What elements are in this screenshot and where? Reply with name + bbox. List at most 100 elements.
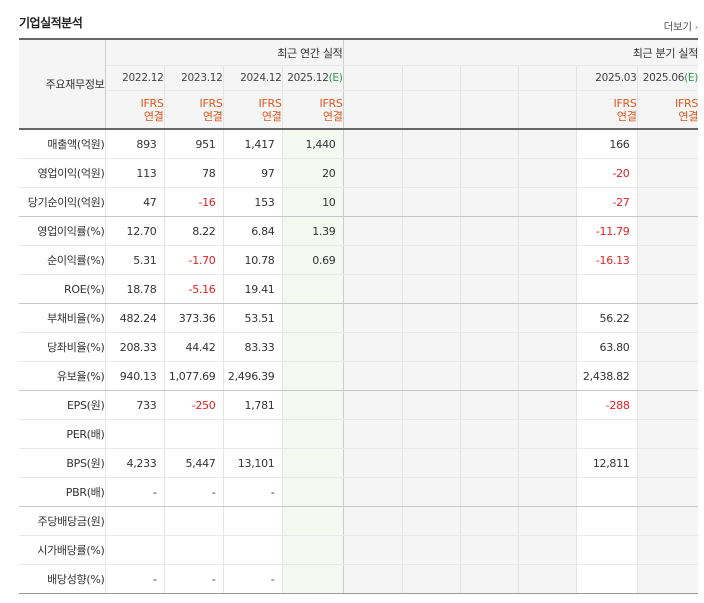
quarter-value [460,274,519,304]
quarter-value [576,564,638,594]
quarter-value: 56.22 [576,303,638,333]
accounting-standard: IFRS 연결 [164,90,224,130]
quarter-value [460,361,519,391]
acct-line1: IFRS [199,96,223,110]
quarter-value [637,477,699,507]
annual-value: 10.78 [223,245,283,275]
annual-value [223,506,283,536]
annual-value: - [164,564,224,594]
quarter-value: -27 [576,187,638,217]
acct-line1: IFRS [258,96,282,110]
quarter-value [460,390,519,420]
annual-value [282,477,344,507]
accounting-standard [343,90,403,130]
acct-line1: IFRS [319,96,343,110]
annual-value [282,274,344,304]
quarter-value [637,506,699,536]
acct-line2: 연결 [261,109,282,123]
acct-line2: 연결 [616,109,637,123]
period-label: 2025.12 [287,72,329,84]
quarter-period-header [343,65,403,91]
quarter-value [518,245,577,275]
more-link-label: 더보기 [663,21,692,33]
annual-value [223,535,283,565]
quarter-value [518,158,577,188]
quarter-value [518,187,577,217]
row-label: 유보율(%) [19,361,106,391]
annual-period-header: 2022.12 [105,65,165,91]
table-row: 매출액(억원) 893 951 1,417 1,440 166 [19,128,699,159]
annual-value [282,535,344,565]
more-link[interactable]: 더보기 › [663,19,699,34]
annual-value: 373.36 [164,303,224,333]
quarter-value [518,274,577,304]
quarter-value [402,158,461,188]
row-label: 매출액(억원) [19,128,106,159]
accounting-header-row: IFRS 연결 IFRS 연결 IFRS 연결 IFRS 연결 IFRS 연결 IFRS 연결 [19,90,699,130]
period-label: 2025.06 [642,72,685,84]
annual-value: 4,233 [105,448,165,478]
annual-value: 12.70 [105,216,165,246]
period-label: 2022.12 [122,72,164,84]
quarter-value [402,361,461,391]
annual-value [282,332,344,362]
quarter-value [343,158,403,188]
quarter-value [576,477,638,507]
annual-value: - [223,564,283,594]
quarter-value [460,303,519,333]
acct-line1: IFRS [613,96,637,110]
annual-group-label: 최근 연간 실적 [105,38,344,66]
row-label: 부채비율(%) [19,303,106,333]
annual-value [282,390,344,420]
quarter-value [402,187,461,217]
quarter-value [460,564,519,594]
annual-value [282,419,344,449]
annual-value: 44.42 [164,332,224,362]
period-label: 2023.12 [181,72,223,84]
table-row: PBR(배) - - - [19,477,699,507]
quarter-value [460,187,519,217]
quarter-value [460,128,519,159]
quarter-value [343,419,403,449]
row-label: 당좌비율(%) [19,332,106,362]
annual-value: 482.24 [105,303,165,333]
table-row: 영업이익(억원) 113 78 97 20 -20 [19,158,699,188]
annual-value: 19.41 [223,274,283,304]
quarter-value [343,128,403,159]
quarter-value [637,332,699,362]
group-header-row: 주요재무정보 최근 연간 실적 최근 분기 실적 [19,38,698,130]
quarter-period-header [460,65,519,91]
quarter-value [637,128,699,159]
corner-label: 주요재무정보 [19,38,106,130]
table-row: 시가배당률(%) [19,535,699,565]
annual-value: 1,077.69 [164,361,224,391]
quarter-value [637,535,699,565]
quarter-value [402,419,461,449]
quarter-value: 2,438.82 [576,361,638,391]
quarter-value [402,535,461,565]
quarter-value [460,535,519,565]
annual-value: 5.31 [105,245,165,275]
accounting-standard: IFRS 연결 [637,90,699,130]
annual-value: 940.13 [105,361,165,391]
row-label: ROE(%) [19,274,106,304]
quarter-value [576,419,638,449]
table-row: 유보율(%) 940.13 1,077.69 2,496.39 2,438.82 [19,361,699,391]
quarter-value [518,448,577,478]
quarter-value [343,564,403,594]
annual-period-header: 2023.12 [164,65,224,91]
row-label: 영업이익(억원) [19,158,106,188]
annual-value [282,506,344,536]
annual-value [282,303,344,333]
annual-period-header: 2024.12 [223,65,283,91]
section-header: 기업실적분석 더보기 › [19,13,698,35]
annual-value: 78 [164,158,224,188]
quarter-value [518,477,577,507]
annual-value: -16 [164,187,224,217]
acct-line1: IFRS [675,96,699,110]
quarter-value [343,535,403,565]
quarter-value: -11.79 [576,216,638,246]
period-header-row: 2022.12 2023.12 2024.12 2025.12(E) 2025.03 20… [19,65,698,91]
quarter-value [343,187,403,217]
annual-value: -1.70 [164,245,224,275]
